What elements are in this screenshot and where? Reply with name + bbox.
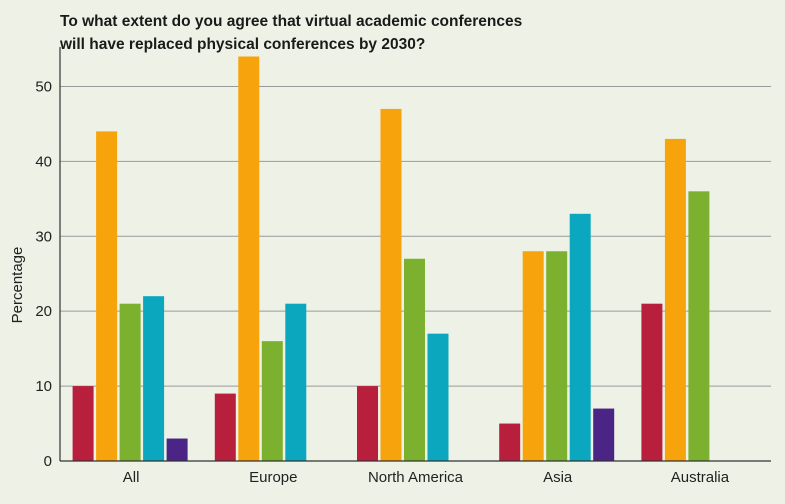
bar-asia-series-3 xyxy=(546,251,568,461)
y-axis-title: Percentage xyxy=(9,247,26,324)
bar-north-america-series-1 xyxy=(357,386,378,461)
y-tick-label-50: 50 xyxy=(35,78,52,95)
y-tick-label-0: 0 xyxy=(44,453,52,470)
chart-title-line-1: To what extent do you agree that virtual… xyxy=(60,13,523,30)
bar-europe-series-2 xyxy=(238,56,260,462)
x-tick-label-europe: Europe xyxy=(249,469,297,486)
y-tick-label-20: 20 xyxy=(35,303,52,320)
bar-all-series-5 xyxy=(166,438,188,461)
chart-title-line-2: will have replaced physical conferences … xyxy=(60,36,426,53)
bar-australia-series-2 xyxy=(664,138,686,461)
chart-title: To what extent do you agree that virtual… xyxy=(60,10,620,56)
axes: 0 10 20 30 40 50 All Europe North America Asia Aus… xyxy=(35,47,771,486)
y-tick-label-10: 10 xyxy=(35,378,52,395)
bar-asia-series-1 xyxy=(499,423,521,461)
bar-all-series-3 xyxy=(119,303,141,461)
x-tick-label-asia: Asia xyxy=(543,469,573,486)
bar-europe-series-3 xyxy=(261,341,283,461)
x-tick-label-australia: Australia xyxy=(671,469,730,486)
bar-all-series-2 xyxy=(96,131,118,461)
bar-australia-series-1 xyxy=(641,303,663,461)
x-tick-label-all: All xyxy=(123,469,140,486)
bar-all-series-4 xyxy=(143,296,165,461)
bar-asia-series-5 xyxy=(593,408,615,461)
bars xyxy=(72,56,710,462)
bar-australia-series-3 xyxy=(688,191,710,461)
bar-all-series-1 xyxy=(72,386,94,461)
bar-asia-series-4 xyxy=(569,213,591,461)
bar-asia-series-2 xyxy=(522,251,544,461)
bar-europe-series-1 xyxy=(214,393,236,461)
y-tick-label-40: 40 xyxy=(35,153,52,170)
bar-north-america-series-3 xyxy=(404,258,425,461)
bar-europe-series-4 xyxy=(285,303,307,461)
y-tick-label-30: 30 xyxy=(35,228,52,245)
x-tick-label-north-america: North America xyxy=(368,469,464,486)
bar-north-america-series-2 xyxy=(380,108,402,461)
bar-north-america-series-4 xyxy=(427,333,449,461)
